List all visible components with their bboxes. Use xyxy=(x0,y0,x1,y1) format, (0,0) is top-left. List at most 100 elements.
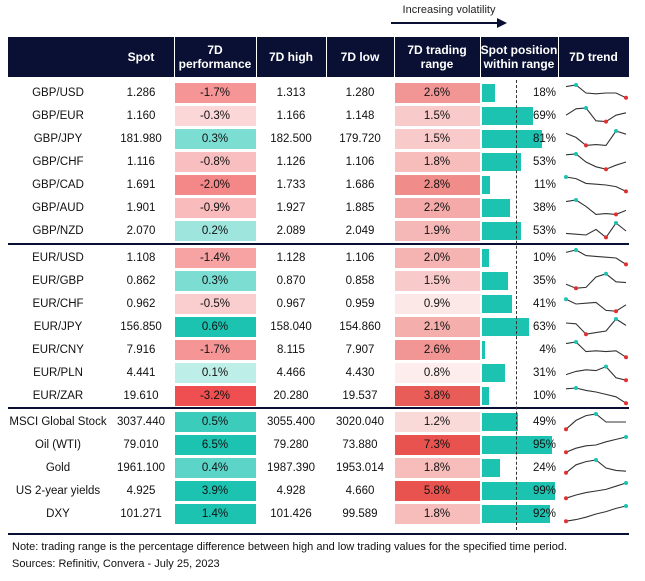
column-separator xyxy=(558,411,559,433)
low-value: 1.106 xyxy=(345,156,375,168)
trend-low-marker xyxy=(564,519,568,524)
trend-line xyxy=(565,505,627,522)
performance-value: 0.1% xyxy=(201,367,229,379)
column-separator xyxy=(480,434,481,456)
trend-high-marker xyxy=(614,129,618,133)
high-value: 1.128 xyxy=(276,252,306,264)
table-row: GBP/CHF 1.116 -0.8% 1.126 1.106 1.8% 53% xyxy=(8,151,629,173)
group-divider xyxy=(8,243,629,245)
position-bar xyxy=(482,84,496,102)
high-value: 1.126 xyxy=(276,156,306,168)
table-row: GBP/USD 1.286 -1.7% 1.313 1.280 2.6% 18% xyxy=(8,82,629,104)
column-separator xyxy=(558,82,559,104)
column-separator xyxy=(326,385,327,407)
position-bar xyxy=(482,387,490,405)
spot-value: 181.980 xyxy=(120,133,162,145)
column-separator xyxy=(558,197,559,219)
trend-sparkline xyxy=(565,386,628,406)
range-value: 2.0% xyxy=(423,252,451,264)
trend-sparkline xyxy=(565,271,627,291)
trend-high-marker xyxy=(574,248,578,252)
trend-low-marker xyxy=(614,212,618,217)
table-row: EUR/ZAR 19.610 -3.2% 20.280 19.537 3.8% 10% xyxy=(8,385,629,407)
low-value: 1.148 xyxy=(345,110,375,122)
position-bar xyxy=(482,295,513,313)
column-separator xyxy=(394,105,395,127)
high-value: 182.500 xyxy=(270,133,312,145)
high-value: 0.870 xyxy=(276,275,306,287)
position-bar xyxy=(482,199,511,217)
trend-low-marker xyxy=(624,262,628,267)
column-separator xyxy=(480,411,481,433)
spot-value: 3037.440 xyxy=(117,416,165,428)
trend-line xyxy=(565,176,627,192)
column-separator xyxy=(558,293,559,315)
trend-high-marker xyxy=(574,83,578,87)
trend-line xyxy=(565,249,627,265)
trend-high-marker xyxy=(624,504,628,508)
row-label: Oil (WTI) xyxy=(35,439,81,451)
spot-value: 156.850 xyxy=(120,321,162,333)
column-separator xyxy=(174,316,175,338)
trend-low-marker xyxy=(564,470,568,475)
header-spot-position: Spot position within range xyxy=(480,43,558,71)
row-label: EUR/GBP xyxy=(32,275,84,287)
range-heat xyxy=(394,248,480,268)
column-separator xyxy=(174,457,175,479)
table-row: Oil (WTI) 79.010 6.5% 79.280 73.880 7.3% 95% xyxy=(8,434,629,456)
column-separator xyxy=(326,247,327,269)
column-separator xyxy=(326,197,327,219)
high-value: 4.928 xyxy=(276,485,306,497)
row-label: EUR/JPY xyxy=(33,321,83,333)
row-label: GBP/NZD xyxy=(32,225,84,237)
column-separator xyxy=(480,247,481,269)
header-7d-performance: 7D performance xyxy=(178,43,252,71)
performance-heat xyxy=(174,271,256,291)
column-separator xyxy=(394,151,395,173)
performance-value: 1.4% xyxy=(201,508,229,520)
table-row: EUR/USD 1.108 -1.4% 1.128 1.106 2.0% 10% xyxy=(8,247,629,269)
column-separator xyxy=(394,197,395,219)
range-heat xyxy=(394,340,480,360)
column-separator xyxy=(480,151,481,173)
position-bar xyxy=(482,107,534,125)
column-separator xyxy=(558,128,559,150)
row-label: EUR/PLN xyxy=(33,367,83,379)
column-separator xyxy=(174,362,175,384)
range-heat xyxy=(394,129,480,149)
position-bar xyxy=(482,364,505,382)
trend-high-marker xyxy=(594,458,598,462)
table-row: GBP/CAD 1.691 -2.0% 1.733 1.686 2.8% 11% xyxy=(8,174,629,196)
position-value: 38% xyxy=(532,202,556,214)
column-separator xyxy=(256,362,257,384)
header-7d-low: 7D low xyxy=(340,50,380,64)
trend-sparkline xyxy=(564,297,627,314)
low-value: 1.106 xyxy=(345,252,375,264)
column-separator xyxy=(394,128,395,150)
trend-high-marker xyxy=(564,297,568,302)
spot-value: 2.070 xyxy=(126,225,156,237)
group-divider xyxy=(8,407,629,409)
column-separator xyxy=(394,174,395,196)
range-value: 2.2% xyxy=(423,202,451,214)
column-separator xyxy=(558,480,559,502)
column-separator xyxy=(174,293,175,315)
trend-low-marker xyxy=(624,189,628,194)
table-row: Gold 1961.100 0.4% 1987.390 1953.014 1.8% 24% xyxy=(8,457,629,479)
column-separator xyxy=(326,293,327,315)
performance-value: -1.4% xyxy=(199,252,231,264)
position-bar xyxy=(482,176,491,194)
column-separator xyxy=(480,385,481,407)
column-separator xyxy=(394,82,395,104)
column-separator xyxy=(174,385,175,407)
performance-value: 0.3% xyxy=(201,133,229,145)
performance-value: 0.2% xyxy=(201,225,229,237)
range-heat xyxy=(394,221,480,241)
trend-line xyxy=(565,318,627,335)
range-heat xyxy=(394,458,480,478)
trend-high-marker xyxy=(604,364,608,369)
range-heat xyxy=(394,106,480,126)
trend-sparkline xyxy=(565,317,627,337)
range-value: 2.6% xyxy=(423,344,451,356)
performance-heat xyxy=(174,198,256,218)
